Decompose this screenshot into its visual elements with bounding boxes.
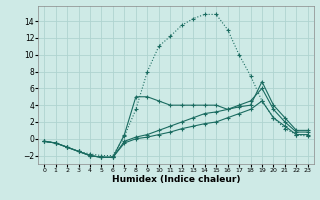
X-axis label: Humidex (Indice chaleur): Humidex (Indice chaleur) bbox=[112, 175, 240, 184]
